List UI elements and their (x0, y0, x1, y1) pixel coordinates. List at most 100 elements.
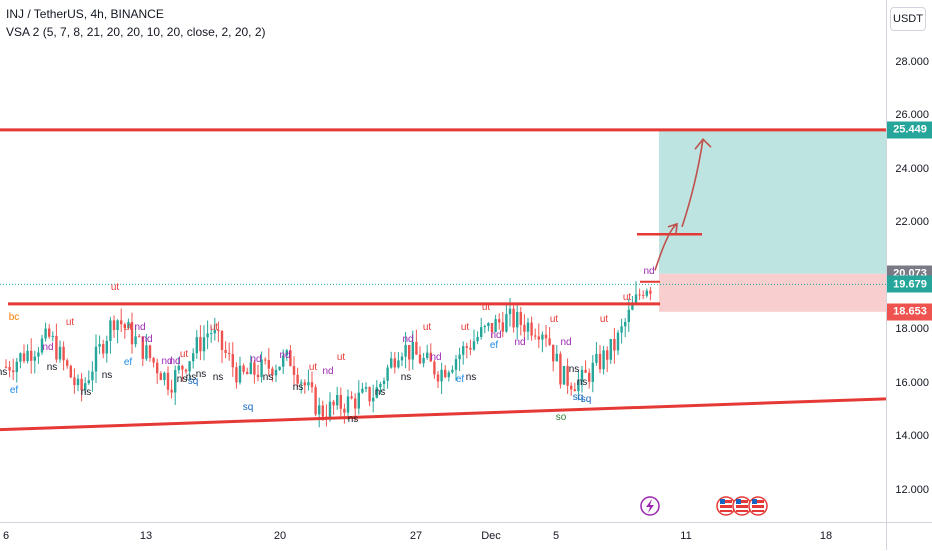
candle-body (638, 294, 641, 296)
candle-body (253, 362, 256, 375)
candle-body (242, 365, 245, 372)
candle-body (159, 373, 162, 381)
candle-body (4, 366, 8, 368)
vsa-label-ut: ut (550, 314, 559, 325)
projection-arrow-2 (681, 139, 704, 228)
candle-body (66, 360, 69, 366)
price-tick: 14.000 (895, 430, 929, 443)
candle-body (141, 336, 144, 359)
candle-body (177, 365, 180, 371)
price-axis[interactable]: USDT 28.00026.00024.00022.00020.00018.00… (886, 0, 932, 522)
candle-body (15, 361, 18, 373)
candle-body (397, 360, 400, 368)
candle-body (134, 336, 137, 345)
vsa-label-nd: nd (169, 356, 180, 367)
candle-body (102, 344, 105, 354)
price-label-stop: 18.653 (887, 303, 932, 321)
candle-body (228, 352, 231, 355)
candle-body (462, 346, 465, 355)
price-tick: 22.000 (895, 216, 929, 229)
candle-body (51, 335, 54, 337)
candle-body (490, 323, 494, 333)
candle-body (505, 314, 508, 332)
vsa-label-nd: nd (250, 354, 261, 365)
candle-body (616, 332, 620, 351)
candle-body (548, 338, 551, 345)
candle-body (598, 353, 602, 370)
vsa-label-nd: nd (490, 330, 501, 341)
candle-body (271, 368, 274, 376)
indicator-legend[interactable]: VSA 2 (5, 7, 8, 21, 20, 20, 10, 20, clos… (6, 25, 266, 39)
price-label-last: 19.679 (887, 275, 932, 293)
vsa-label-nd: nd (322, 366, 333, 377)
vsa-label-sq: sq (243, 402, 254, 413)
candle-body (87, 380, 90, 384)
candle-body (40, 338, 44, 353)
candle-body (584, 369, 587, 373)
vsa-label-nd: nd (141, 334, 152, 345)
vsa-label-ut: ut (111, 282, 120, 293)
candle-body (181, 365, 184, 370)
axis-corner (886, 522, 932, 550)
candle-body (145, 345, 148, 359)
candle-body (264, 359, 267, 361)
currency-button[interactable]: USDT (890, 7, 926, 31)
candle-body (418, 354, 422, 364)
vsa-label-ns: ns (375, 387, 386, 398)
vsa-label-sq: sq (581, 394, 592, 405)
candle-body (26, 350, 29, 362)
candle-body (494, 319, 497, 333)
candle-body (231, 354, 234, 368)
candles-group (4, 281, 652, 428)
candle-body (249, 362, 252, 375)
vsa-label-ut: ut (309, 362, 318, 373)
flag-stripe (720, 505, 732, 508)
time-tick: 11 (680, 530, 692, 542)
vsa-label-ut: ut (66, 317, 75, 328)
candle-body (37, 352, 40, 357)
candle-body (282, 355, 285, 367)
candle-body (44, 328, 47, 339)
vsa-label-nd: nd (134, 322, 145, 333)
candle-body (48, 328, 51, 337)
candle-body (12, 370, 15, 373)
candle-body (447, 372, 450, 378)
time-axis[interactable]: 6 13 20 27 Dec 5 11 18 (0, 522, 886, 551)
candle-body (138, 336, 141, 338)
candle-body (148, 345, 152, 358)
candle-body (382, 380, 386, 384)
flag-stripe (752, 505, 764, 508)
vsa-label-ns: ns (186, 372, 197, 383)
candle-body (22, 353, 26, 362)
candle-body (130, 322, 134, 345)
candle-body (8, 366, 11, 371)
candle-body (562, 366, 566, 385)
candle-body (595, 353, 598, 363)
candle-body (174, 370, 177, 393)
candle-body (260, 359, 263, 378)
candle-body (55, 335, 58, 360)
candle-body (426, 352, 429, 358)
flag-stripe (736, 505, 748, 508)
price-label-target: 25.449 (887, 121, 932, 139)
candle-body (220, 330, 224, 350)
vsa-label-ns: ns (213, 372, 224, 383)
candle-body (307, 382, 310, 386)
symbol-title[interactable]: INJ / TetherUS, 4h, BINANCE (6, 7, 164, 21)
candle-body (332, 401, 335, 406)
candle-body (285, 350, 288, 356)
vsa-label-ns: ns (577, 377, 588, 388)
candle-body (310, 382, 314, 388)
candle-body (224, 349, 227, 353)
candle-body (537, 336, 540, 340)
candle-body (609, 338, 612, 360)
candle-body (566, 366, 569, 386)
candle-body (454, 359, 458, 370)
chart-plot-area[interactable]: bc ut ut ut ut ut ut ut ut ut ut ut ut ut nd nd nd nd nd nd… (0, 0, 886, 522)
candle-body (552, 344, 555, 362)
candle-body (343, 408, 346, 413)
candle-body (184, 369, 188, 372)
vsa-label-ut: ut (482, 302, 491, 313)
